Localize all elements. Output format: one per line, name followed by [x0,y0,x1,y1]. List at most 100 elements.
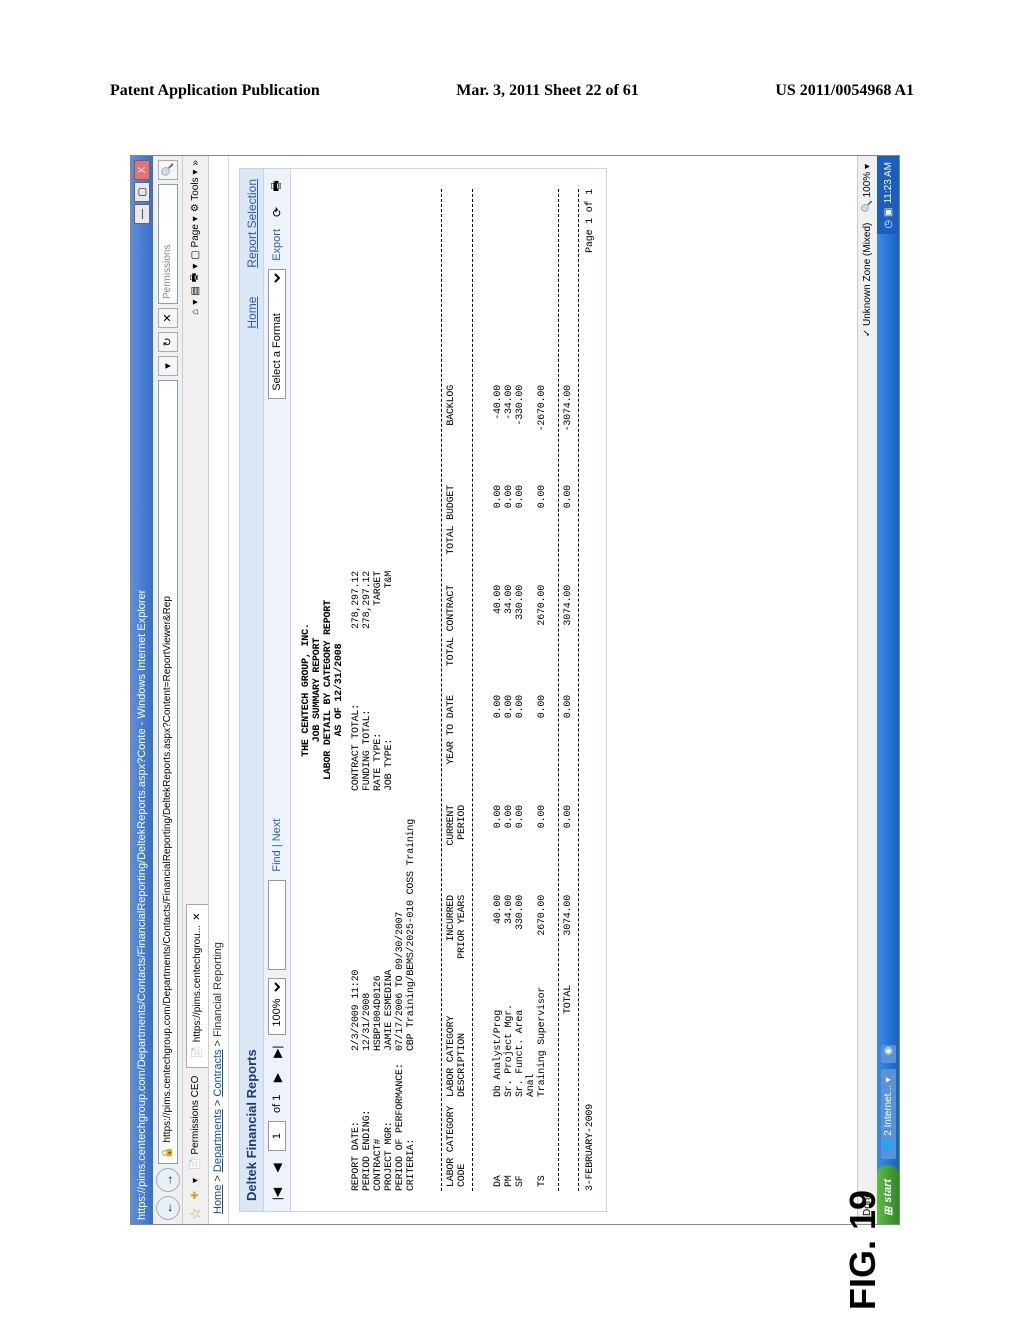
taskbar-item[interactable]: 🌐 2 Internet... ▾ [881,1069,896,1159]
cell: Sr. Funct. Area Anal [515,981,537,1101]
favorites-star-icon[interactable]: ☆ [187,1207,204,1220]
address-bar[interactable]: 🔒 https://pims.centechgroup.com/Departme… [158,380,178,1164]
page-menu[interactable]: ▢ Page ▾ [190,216,201,259]
home-link[interactable]: Home [245,297,259,329]
cell: 0.00 [537,481,548,581]
criteria-value: CBP Training/BEMS/2025-010 COSS Training [406,819,417,1051]
report-footer-date: 3-FEBRUARY-2009 [585,1104,596,1191]
col-total-h1: TOTAL CONTRACT [446,581,457,691]
next-page-button[interactable]: ▶ [268,1069,286,1087]
col-curr-h2: PERIOD [457,801,468,891]
cell: -330.00 [515,381,537,481]
criteria-label: CRITERIA: [406,1051,417,1191]
maximize-button[interactable]: ▢ [134,182,150,202]
col-budget-h1: TOTAL BUDGET [446,481,457,581]
col-total-h2 [457,581,468,691]
feed-icon[interactable]: ▤ [190,286,201,295]
first-page-button[interactable]: |◀ [268,1185,286,1203]
report-footer-page: Page 1 of 1 [585,189,596,253]
job-type-value: T&M [384,571,395,671]
totals-budget: 0.00 [563,481,574,581]
project-mgr-value: JAMIE ESMEDINA [384,970,395,1051]
cell: 330.00 [515,891,537,981]
back-button[interactable]: ← [156,1196,180,1220]
find-next-link[interactable]: Find | Next [271,819,283,872]
breadcrumb-current: Financial Reporting [212,942,224,1037]
tools-menu[interactable]: ⚙ Tools ▾ [190,170,201,213]
refresh-button[interactable]: ↻ [158,332,178,352]
taskbar-item-label: 2 Internet... [883,1085,894,1136]
window-title: https://pims.centechgroup.com/Department… [136,590,148,1220]
browser-tab[interactable]: 📄 https://pims.centechgrou... ✕ [186,904,208,1068]
col-ytd-h2 [457,691,468,801]
cell: -34.00 [504,381,515,481]
export-format-select[interactable]: Select a Format [268,269,286,399]
page-number-input[interactable] [268,1121,286,1151]
dropdown-button[interactable]: ▾ [158,356,178,376]
forward-button[interactable]: → [156,1168,180,1192]
cell: 0.00 [493,801,504,891]
col-desc-h1: LABOR CATEGORY [446,981,457,1101]
totals-total: 3074.00 [563,581,574,691]
last-page-button[interactable]: ▶| [268,1043,286,1061]
stop-button[interactable]: ✕ [158,308,178,328]
taskbar: ⊞ start 🌐 2 Internet... ▾ ◉ ◷ ▣ 11:23 AM [877,156,899,1224]
cell: 0.00 [537,801,548,891]
search-box[interactable]: Permissions [158,184,178,304]
totals-row: TOTAL 3074.00 0.00 0.00 3074.00 0.00 -30… [563,189,574,1191]
toolbar-refresh-icon[interactable]: ⟳ [268,203,286,221]
rate-type-value: TARGET [373,571,384,671]
contract-label: CONTRACT# [373,1051,384,1191]
zoom-level[interactable]: 🔍 100% ▾ [862,164,873,213]
ie-icon: 🌐 [883,1138,894,1150]
cell: -40.00 [493,381,504,481]
tab-close-icon[interactable]: ✕ [192,913,203,921]
breadcrumb-departments[interactable]: Departments [212,1109,224,1172]
home-icon[interactable]: ⌂ [190,309,201,315]
prev-page-button[interactable]: ◀ [268,1159,286,1177]
search-button[interactable]: 🔍 [158,160,178,180]
pop-value: 07/17/2006 TO 09/30/2007 [395,912,406,1051]
find-input[interactable] [268,880,286,970]
panel-title: Deltek Financial Reports [244,1049,259,1201]
cell: 0.00 [504,691,515,801]
breadcrumb-home[interactable]: Home [212,1185,224,1214]
cell: Sr. Project Mgr. [504,981,515,1101]
system-tray: ◷ ▣ 11:23 AM [877,156,899,234]
figure-label: FIG. 19 [842,1190,884,1310]
cell: 0.00 [504,801,515,891]
zoom-select[interactable]: 100% [268,978,286,1035]
close-button[interactable]: X [134,160,150,180]
print-icon[interactable]: 🖶 [187,273,204,282]
taskbar-item-2[interactable]: ◉ [881,1045,896,1063]
breadcrumb-contracts[interactable]: Contracts [212,1050,224,1097]
toolbar-print-icon[interactable]: 🖶 [268,177,286,195]
cell: PM [504,1101,515,1191]
totals-curr: 0.00 [563,801,574,891]
col-budget-h2 [457,481,468,581]
status-bar: Done ✓ Unknown Zone (Mixed) 🔍 100% ▾ [857,156,877,1224]
cell: -2670.00 [537,381,548,481]
fav-item-label: Permissions CEO [190,1076,201,1155]
add-favorites-icon[interactable]: ✚ [190,1191,201,1199]
export-link[interactable]: Export [271,229,283,261]
cell: 2670.00 [537,581,548,691]
table-row: SF Sr. Funct. Area Anal 330.00 0.00 0.00… [515,189,537,1191]
report-title1: JOB SUMMARY REPORT [312,189,323,1191]
cell: 34.00 [504,581,515,691]
cell: 0.00 [515,691,537,801]
contract-total-label: CONTRACT TOTAL: [351,671,362,791]
totals-backlog: -3074.00 [563,381,574,481]
minimize-button[interactable]: — [134,204,150,224]
col-backlog-h1: BACKLOG [446,381,457,481]
cell: TS [537,1101,548,1191]
job-type-label: JOB TYPE: [384,671,395,791]
period-ending-label: PERIOD ENDING: [362,1051,373,1191]
contract-value: HSBP1004D0126 [373,976,384,1051]
fav-item-permissions[interactable]: 📄 Permissions CEO [190,1076,201,1170]
favorites-bar: ☆ ✚ ▾ 📄 Permissions CEO 📄 https://pims.c… [183,156,209,1224]
tray-icons[interactable]: ◷ ▣ [883,208,894,229]
title-bar: https://pims.centechgroup.com/Department… [131,156,153,1224]
funding-total-value: 278,297.12 [362,571,373,671]
report-selection-link[interactable]: Report Selection [245,179,259,268]
